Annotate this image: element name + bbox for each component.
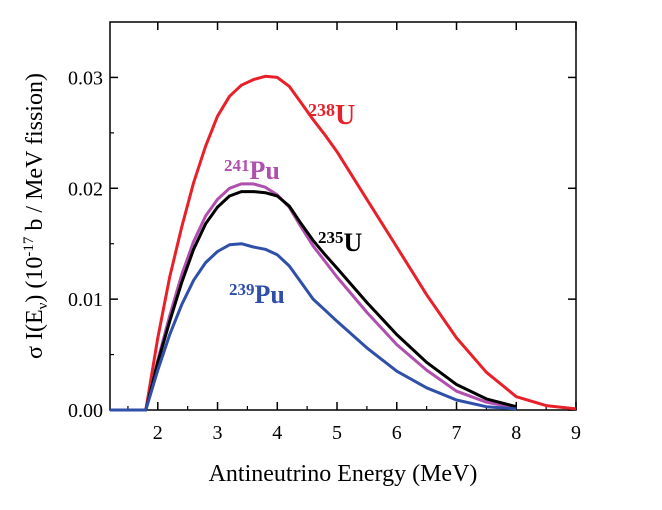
series-line-235u xyxy=(110,190,517,412)
tick-labels: 2 3 4 5 6 7 8 9 0.00 0.01 0.02 0.03 xyxy=(68,67,581,444)
x-tick-label: 7 xyxy=(452,422,462,444)
x-tick-label: 8 xyxy=(511,422,521,444)
x-tick-label: 6 xyxy=(392,422,402,444)
x-axis-title: Antineutrino Energy (MeV) xyxy=(209,461,478,487)
series-line-239pu xyxy=(110,242,517,412)
y-tick-label: 0.03 xyxy=(68,67,103,89)
y-axis-title: σ I(Eν) (10-17 b / MeV fission) xyxy=(21,73,51,359)
x-tick-label: 5 xyxy=(332,422,342,444)
series-lines xyxy=(110,74,577,412)
ticks xyxy=(110,22,577,411)
y-tick-label: 0.01 xyxy=(68,289,103,311)
series-label-235u: 235U xyxy=(318,228,363,257)
x-tick-label: 9 xyxy=(571,422,581,444)
series-label-241pu: 241Pu xyxy=(224,156,280,185)
y-tick-label: 0.02 xyxy=(68,178,103,200)
x-tick-label: 2 xyxy=(153,422,163,444)
x-tick-label: 4 xyxy=(272,422,282,444)
x-tick-label: 3 xyxy=(213,422,223,444)
series-line-238u xyxy=(110,74,577,412)
series-label-239pu: 239Pu xyxy=(229,280,285,309)
series-label-238u: 238U xyxy=(308,100,355,131)
y-tick-label: 0.00 xyxy=(68,400,103,422)
series-line-241pu xyxy=(110,182,517,412)
series-labels: 238U 241Pu 235U 239Pu xyxy=(224,100,363,309)
plot-frame xyxy=(109,21,577,411)
